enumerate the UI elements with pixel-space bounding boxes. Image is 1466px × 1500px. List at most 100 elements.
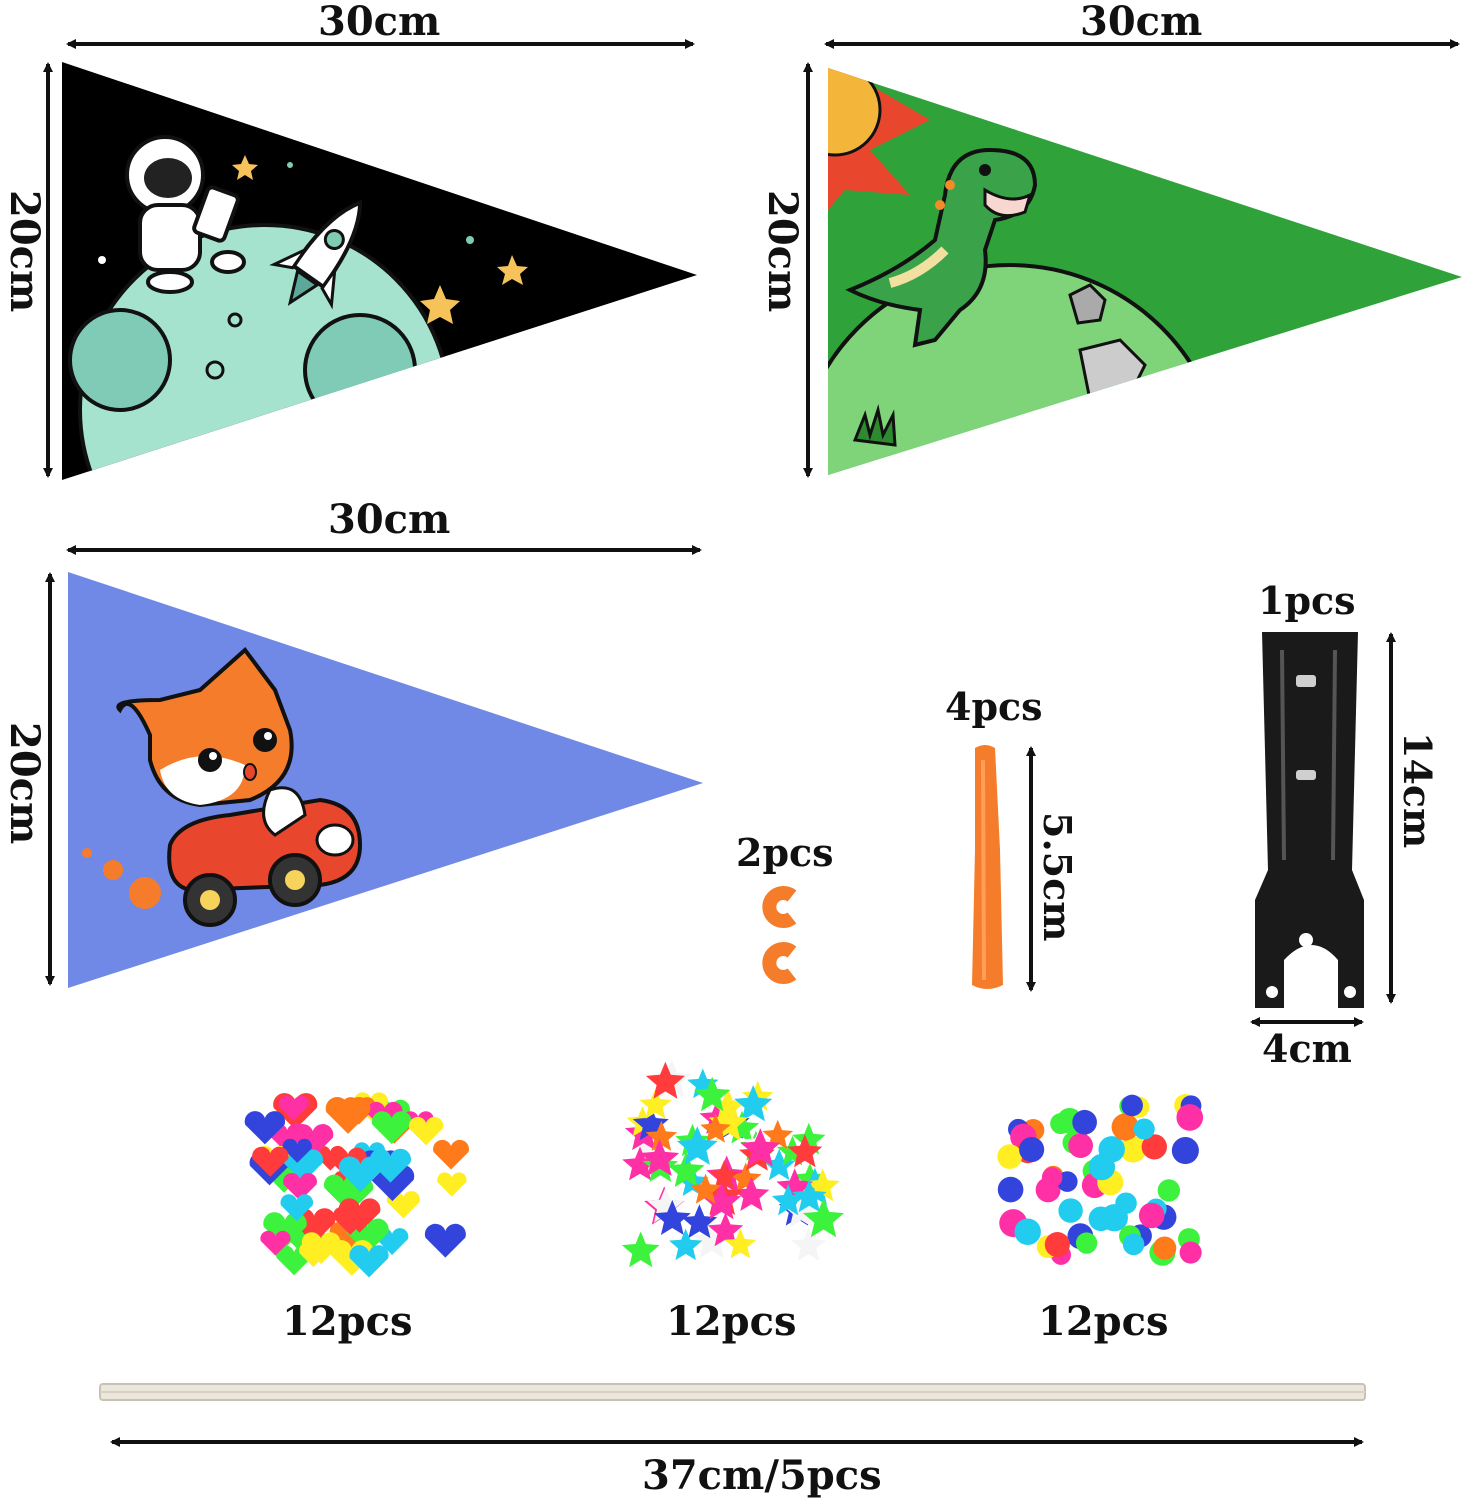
bracket-height-label: 14cm — [1395, 732, 1440, 849]
beads-qty-label: 12pcs — [1038, 1298, 1169, 1345]
tube-icon — [972, 745, 1003, 989]
bracket-qty-label: 1pcs — [1258, 578, 1356, 623]
flag3-height-label: 20cm — [1, 722, 48, 845]
star-bead — [708, 1160, 740, 1190]
heart-bead — [244, 1111, 286, 1145]
star-bead — [640, 1138, 680, 1176]
round-bead — [1179, 1241, 1202, 1264]
round-bead — [1019, 1136, 1045, 1163]
round-bead — [1133, 1118, 1155, 1140]
star-bead — [639, 1088, 672, 1119]
dino-flag — [828, 68, 1462, 475]
round-bead — [1044, 1231, 1070, 1258]
star-bead — [645, 1120, 678, 1151]
round-bead — [1122, 1233, 1145, 1256]
heart-bead — [437, 1172, 467, 1197]
flag1-height-label: 20cm — [1, 190, 48, 313]
fox-flag — [68, 572, 703, 988]
round-bead — [1088, 1153, 1116, 1181]
heart-bead — [338, 1156, 383, 1193]
heart-bead — [292, 1124, 334, 1158]
round-bead — [1072, 1109, 1097, 1135]
round-bead — [1014, 1218, 1041, 1246]
pole-icon — [99, 1383, 1366, 1401]
heart-bead — [260, 1230, 291, 1256]
round-bead — [1171, 1137, 1199, 1165]
star-bead — [621, 1231, 660, 1268]
heart-bead — [433, 1139, 470, 1170]
heart-bead — [263, 1212, 307, 1249]
tube-qty-label: 4pcs — [945, 684, 1043, 729]
heart-bead — [369, 1148, 412, 1183]
star-bead — [689, 1173, 722, 1204]
round-bead — [1041, 1167, 1063, 1188]
round-bead — [1138, 1202, 1165, 1229]
star-bead — [734, 1085, 773, 1122]
star-bead — [681, 1204, 718, 1239]
star-bead — [771, 1184, 805, 1216]
heart-bead — [280, 1194, 314, 1222]
round-bead — [1176, 1104, 1204, 1131]
astronaut-icon — [125, 135, 246, 294]
flag2-height-label: 20cm — [759, 190, 806, 313]
t-rex-dinosaur-icon — [845, 147, 1038, 348]
round-bead — [997, 1144, 1023, 1169]
heart-bead — [408, 1116, 444, 1146]
heart-bead — [338, 1198, 381, 1233]
star-beads-icon — [621, 1059, 845, 1268]
heart-bead — [349, 1245, 389, 1278]
hearts-qty-label: 12pcs — [282, 1298, 413, 1345]
heart-bead — [424, 1223, 466, 1258]
round-bead — [1068, 1133, 1093, 1158]
star-bead — [653, 1199, 691, 1235]
space-flag — [62, 62, 697, 480]
flag2-width-label: 30cm — [1080, 0, 1203, 45]
round-bead — [1119, 1136, 1147, 1163]
bracket-width-label: 4cm — [1262, 1026, 1352, 1071]
pole-spec-label: 37cm/5pcs — [642, 1452, 882, 1499]
heart-bead — [371, 1111, 412, 1145]
heart-bead — [282, 1138, 312, 1163]
round-bead — [1100, 1204, 1128, 1232]
star-icon — [232, 155, 528, 324]
tube-length-label: 5.5cm — [1035, 812, 1080, 942]
star-bead — [707, 1212, 744, 1247]
star-bead — [791, 1227, 826, 1261]
heart-bead — [283, 1172, 317, 1201]
round-bead — [1141, 1134, 1167, 1160]
star-bead — [762, 1119, 794, 1150]
heart-bead — [301, 1232, 341, 1265]
round-bead — [997, 1176, 1024, 1203]
sun-icon — [828, 68, 930, 210]
star-bead — [694, 1076, 731, 1112]
clip-icon — [762, 886, 797, 984]
star-bead — [676, 1126, 718, 1165]
bracket-icon — [1255, 632, 1364, 1008]
round-bead — [1121, 1094, 1143, 1117]
star-bead — [701, 1182, 742, 1220]
star-bead — [724, 1228, 757, 1259]
star-bead — [803, 1198, 845, 1238]
flag3-width-label: 30cm — [328, 496, 451, 543]
clip-qty-label: 2pcs — [736, 830, 834, 875]
round-beads-icon — [997, 1094, 1204, 1266]
heart-bead — [325, 1096, 371, 1134]
star-bead — [700, 1113, 731, 1143]
star-bead — [740, 1128, 781, 1167]
heart-bead — [252, 1146, 289, 1177]
round-bead — [1058, 1198, 1083, 1223]
star-bead — [792, 1179, 827, 1213]
round-bead — [1075, 1232, 1098, 1254]
star-bead — [692, 1220, 732, 1258]
star-bead — [733, 1176, 770, 1211]
heart-beads-icon — [244, 1092, 470, 1278]
heart-bead — [370, 1165, 415, 1202]
round-bead — [1050, 1113, 1072, 1135]
heart-bead — [278, 1095, 309, 1121]
star-bead — [787, 1134, 823, 1168]
dimension-arrows — [43, 39, 1460, 1447]
star-bead — [645, 1061, 685, 1099]
rocket-icon — [269, 199, 363, 310]
round-bead — [1157, 1179, 1181, 1202]
